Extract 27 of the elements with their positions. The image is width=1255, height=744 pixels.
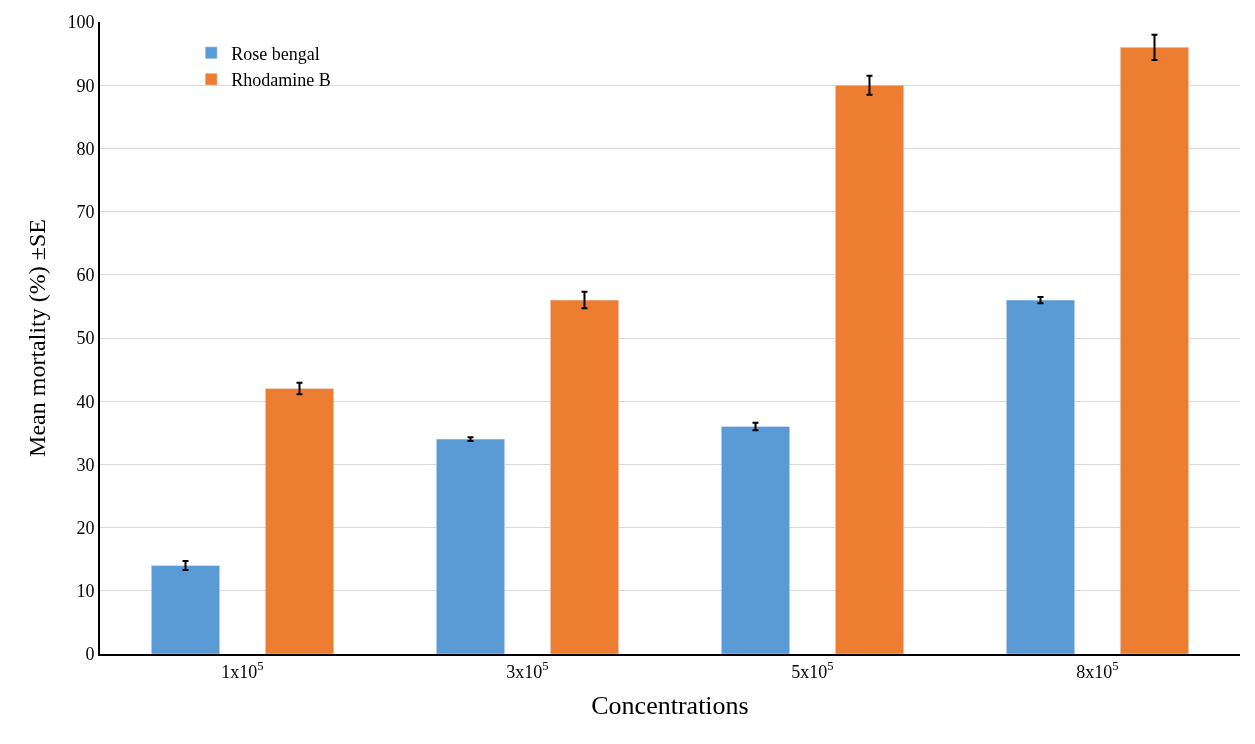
y-tick-label: 40 bbox=[76, 391, 95, 412]
bar bbox=[1006, 299, 1075, 654]
y-tick-label: 60 bbox=[76, 265, 95, 286]
x-tick-label: 5x10$^{5}$ bbox=[791, 659, 834, 682]
y-tick-label: 70 bbox=[76, 201, 95, 222]
bar bbox=[151, 565, 220, 654]
y-tick-label: 0 bbox=[85, 644, 95, 665]
bar bbox=[550, 299, 619, 654]
bar bbox=[1120, 47, 1189, 654]
x-axis-title: Concentrations bbox=[591, 690, 749, 720]
y-tick-label: 30 bbox=[76, 454, 95, 475]
y-axis-title: Mean mortality (%) ±SE bbox=[24, 219, 50, 457]
bar bbox=[265, 388, 334, 654]
legend-label: Rhodamine B bbox=[231, 70, 331, 91]
legend-label: Rose bengal bbox=[231, 43, 320, 64]
bar bbox=[436, 438, 505, 654]
y-tick-label: 10 bbox=[76, 581, 95, 602]
y-tick-label: 100 bbox=[67, 12, 95, 33]
x-tick-label: 3x10$^{5}$ bbox=[506, 659, 549, 682]
x-tick-label: 8x10$^{5}$ bbox=[1076, 659, 1119, 682]
y-tick-label: 80 bbox=[76, 138, 95, 159]
y-tick-label: 50 bbox=[76, 328, 95, 349]
x-tick-label: 1x10$^{5}$ bbox=[221, 659, 264, 682]
y-tick-label: 20 bbox=[76, 517, 95, 538]
bar bbox=[721, 426, 790, 654]
bar bbox=[835, 84, 904, 654]
y-tick-label: 90 bbox=[76, 75, 95, 96]
